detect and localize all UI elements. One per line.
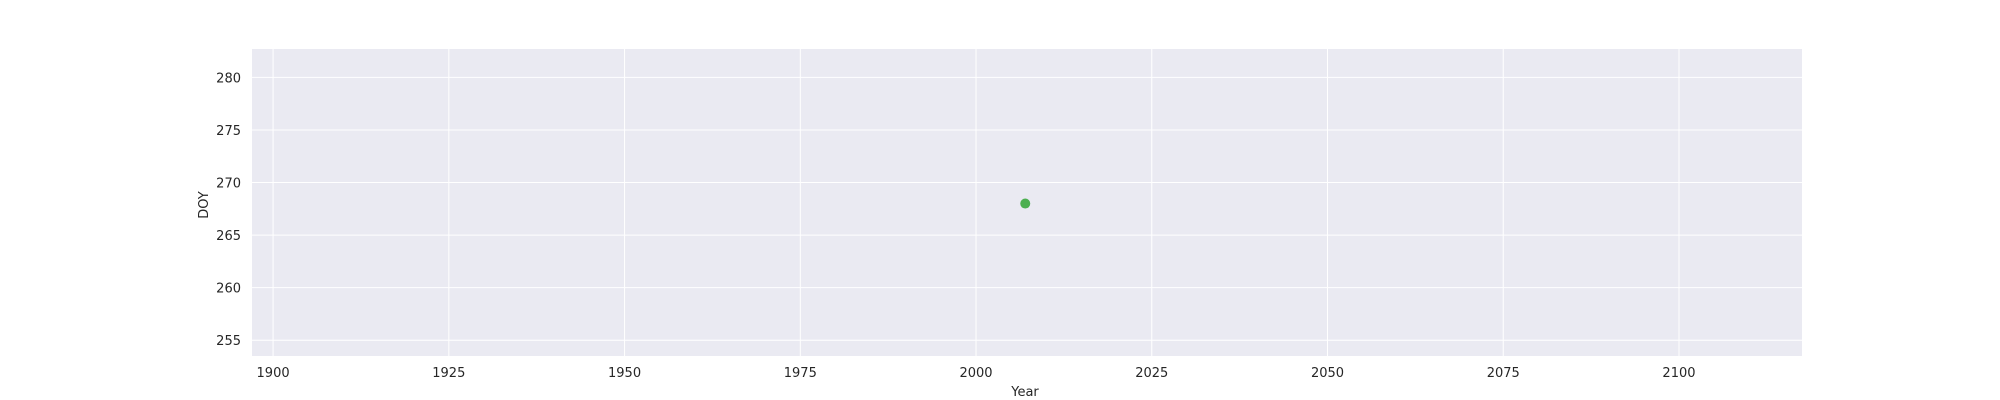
y-tick-label: 280	[216, 71, 241, 86]
y-tick-labels: 255 260 265 270 275 280	[216, 71, 241, 349]
grid-x	[272, 49, 1680, 356]
x-tick-label: 2075	[1487, 366, 1520, 381]
y-tick-label: 275	[216, 124, 241, 139]
x-tick-label: 1975	[784, 366, 817, 381]
y-tick-label: 260	[216, 282, 241, 297]
data-point	[1020, 198, 1031, 209]
x-tick-label: 1925	[432, 366, 465, 381]
y-tick-label: 255	[216, 334, 241, 349]
x-tick-label: 2025	[1135, 366, 1168, 381]
y-axis-label: DOY	[197, 191, 212, 219]
x-tick-label: 2100	[1662, 366, 1695, 381]
x-tick-labels: 1900 1925 1950 1975 2000 2025 2050 2075 2100	[257, 366, 1696, 381]
y-tick-label: 270	[216, 177, 241, 192]
y-tick-label: 265	[216, 229, 241, 244]
x-axis-label: Year	[1010, 385, 1039, 400]
data-points	[1020, 198, 1031, 209]
grid-y	[252, 76, 1802, 341]
x-tick-label: 1900	[257, 366, 290, 381]
x-tick-label: 2000	[959, 366, 992, 381]
x-tick-label: 1950	[608, 366, 641, 381]
x-tick-label: 2050	[1311, 366, 1344, 381]
